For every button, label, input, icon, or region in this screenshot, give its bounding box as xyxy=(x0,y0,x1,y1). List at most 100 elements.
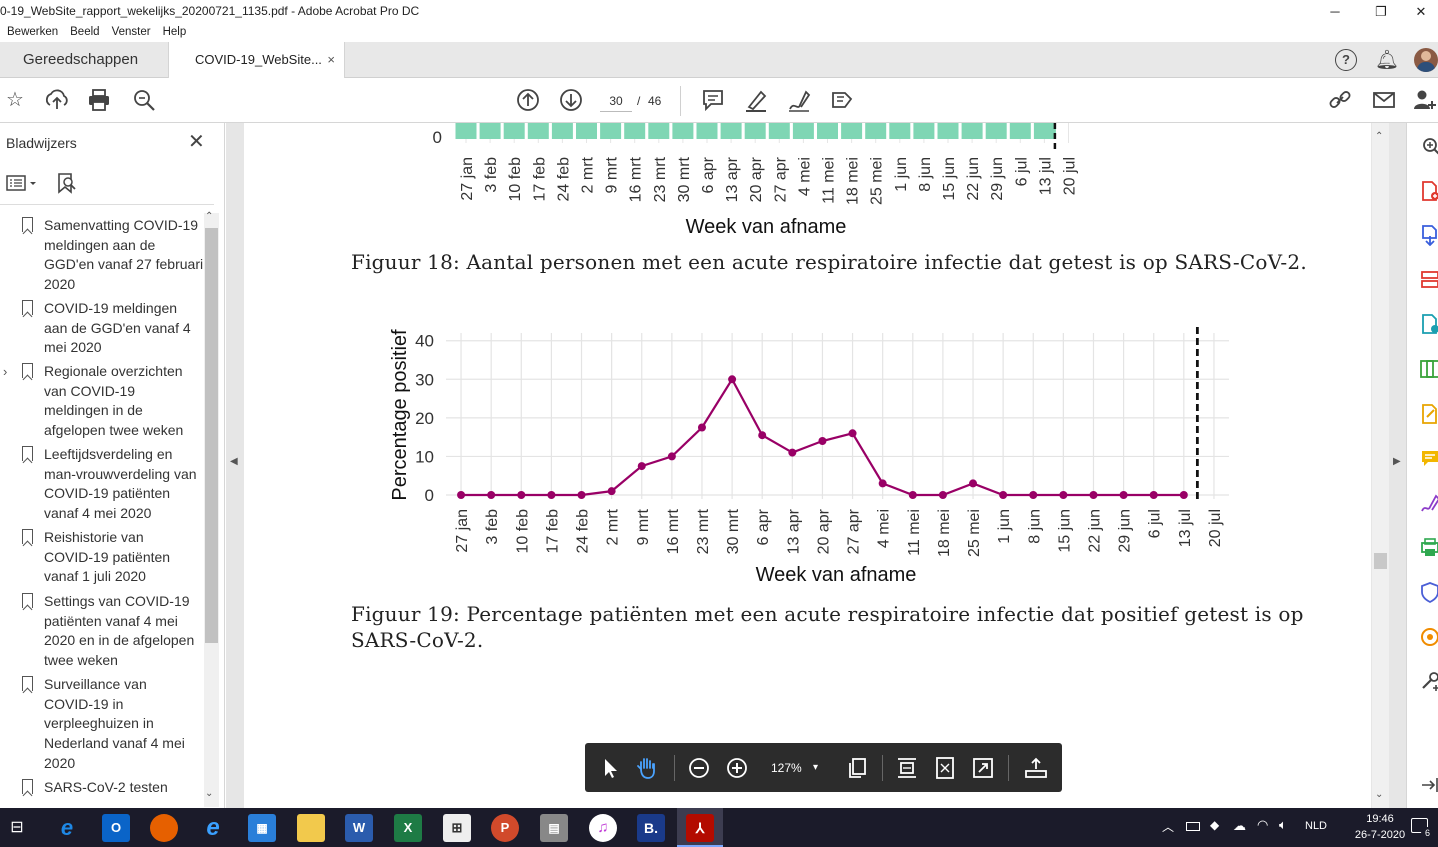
document-scroll-thumb[interactable] xyxy=(1374,553,1387,569)
expand-right-icon[interactable]: ▶ xyxy=(1393,456,1401,467)
calendar-icon[interactable]: ▦ xyxy=(248,814,276,842)
combine-files-icon[interactable] xyxy=(1419,358,1438,380)
page-number-input[interactable]: 30 xyxy=(600,90,632,112)
sign-icon[interactable] xyxy=(786,87,812,113)
word-icon[interactable]: W xyxy=(345,814,373,842)
avatar[interactable] xyxy=(1414,48,1438,72)
more-tools-icon[interactable] xyxy=(1419,670,1438,692)
expand-chevron-icon[interactable]: › xyxy=(3,364,8,379)
clock[interactable]: 19:46 26-7-2020 xyxy=(1350,811,1410,843)
onedrive-icon[interactable]: ☁ xyxy=(1233,818,1246,833)
fill-sign-icon[interactable] xyxy=(1419,403,1438,425)
bell-icon[interactable]: 🔔︎ xyxy=(1375,50,1400,71)
print-icon[interactable] xyxy=(86,87,112,113)
itunes-icon[interactable]: ♫ xyxy=(589,814,617,842)
edit-pdf-icon[interactable] xyxy=(1419,313,1438,335)
tray-chevron-icon[interactable]: ︿ xyxy=(1162,820,1175,834)
sign-pane-icon[interactable] xyxy=(1419,492,1438,514)
document-scrollbar[interactable]: ⌃ ⌄ xyxy=(1372,123,1389,808)
print-production-icon[interactable] xyxy=(1419,536,1438,558)
upload-icon[interactable] xyxy=(44,87,70,113)
collapse-left-icon[interactable]: ◀ xyxy=(230,456,238,467)
find-bookmark-icon[interactable] xyxy=(56,172,78,199)
link-icon[interactable] xyxy=(1327,87,1353,113)
toolbar-divider xyxy=(680,86,681,116)
menu-bewerken[interactable]: Bewerken xyxy=(7,26,59,38)
tab-document[interactable]: COVID-19_WebSite... × xyxy=(168,42,345,78)
excel-icon[interactable]: X xyxy=(394,814,422,842)
edge-icon[interactable]: e xyxy=(60,815,74,840)
calculator-icon[interactable]: ▤ xyxy=(540,814,568,842)
data-point xyxy=(457,491,466,499)
dropbox-icon[interactable]: ◆ xyxy=(1210,818,1220,832)
b-app-icon[interactable]: B. xyxy=(637,814,665,842)
store-icon[interactable]: ⊞ xyxy=(443,814,471,842)
battery-icon[interactable] xyxy=(1186,822,1200,831)
help-icon[interactable]: ? xyxy=(1335,49,1357,71)
menu-beeld[interactable]: Beeld xyxy=(70,26,100,38)
select-cursor-icon[interactable] xyxy=(597,755,623,781)
tab-close-icon[interactable]: × xyxy=(327,52,335,67)
mail-icon[interactable] xyxy=(1371,87,1397,113)
fullscreen-icon[interactable] xyxy=(970,755,996,781)
share-icon[interactable] xyxy=(829,87,855,113)
zoom-icon[interactable] xyxy=(131,87,157,113)
outlook-icon[interactable]: O xyxy=(102,814,130,842)
options-menu-icon[interactable] xyxy=(6,173,40,198)
zoom-in-icon[interactable] xyxy=(724,755,750,781)
wifi-icon[interactable]: ◠ xyxy=(1257,817,1269,832)
bar xyxy=(648,123,670,139)
tab-tools[interactable]: Gereedschappen xyxy=(23,51,139,68)
page-view-icon[interactable] xyxy=(844,755,870,781)
highlight-icon[interactable] xyxy=(743,87,769,113)
protect-icon[interactable] xyxy=(1419,581,1438,604)
create-pdf-icon[interactable] xyxy=(1419,180,1438,202)
bookmarks-scroll-thumb[interactable] xyxy=(205,228,218,643)
restore-button[interactable]: ❐ xyxy=(1375,4,1387,19)
close-window-button[interactable]: ✕ xyxy=(1415,4,1427,19)
minimize-button[interactable]: ─ xyxy=(1330,4,1340,19)
hand-tool-icon[interactable] xyxy=(634,755,660,781)
comment-icon[interactable] xyxy=(700,87,726,113)
notification-icon[interactable] xyxy=(1411,818,1428,833)
menu-help[interactable]: Help xyxy=(162,26,187,38)
close-panel-icon[interactable]: ✕ xyxy=(188,131,205,153)
x-tick-label: 13 jul xyxy=(1037,157,1054,195)
firefox-icon[interactable] xyxy=(150,814,178,842)
data-point xyxy=(1059,491,1068,499)
bookmark-item[interactable]: SARS-CoV-2 testen xyxy=(0,778,204,805)
menu-venster[interactable]: Venster xyxy=(111,26,151,38)
scroll-up-icon[interactable]: ⌃ xyxy=(1375,131,1384,142)
acrobat-taskbar-button[interactable]: ⅄ xyxy=(677,808,723,847)
scroll-down-icon[interactable]: ⌄ xyxy=(1375,789,1384,800)
language-indicator[interactable]: NLD xyxy=(1305,820,1328,832)
page-up-icon[interactable] xyxy=(515,87,541,113)
zoom-dropdown-icon[interactable]: ▾ xyxy=(813,762,819,773)
add-user-icon[interactable] xyxy=(1412,87,1438,113)
optimize-icon[interactable] xyxy=(1419,626,1438,648)
powerpoint-icon[interactable]: P xyxy=(491,814,519,842)
comment-pane-icon[interactable] xyxy=(1419,447,1438,469)
task-view-icon[interactable]: ⊟ xyxy=(10,819,24,836)
x-tick-label: 9 mrt xyxy=(635,508,652,545)
star-icon[interactable]: ☆ xyxy=(6,89,24,111)
zoom-level[interactable]: 127% xyxy=(771,761,802,775)
read-mode-icon[interactable] xyxy=(1023,755,1049,781)
organize-pages-icon[interactable] xyxy=(1419,269,1438,291)
file-explorer-icon[interactable] xyxy=(297,814,325,842)
tab-document-label: COVID-19_WebSite... xyxy=(195,52,322,67)
search-pane-icon[interactable] xyxy=(1419,135,1438,157)
data-point xyxy=(697,423,706,432)
volume-icon[interactable]: 🔈︎ xyxy=(1279,817,1287,832)
scroll-up-icon[interactable]: ⌃ xyxy=(205,211,214,222)
x-tick-label: 13 jul xyxy=(1177,509,1194,547)
page-down-icon[interactable] xyxy=(558,87,584,113)
fit-width-icon[interactable] xyxy=(894,755,920,781)
x-tick-label: 6 apr xyxy=(755,508,772,545)
export-pdf-icon[interactable] xyxy=(1419,224,1438,247)
fit-page-icon[interactable] xyxy=(932,755,958,781)
collapse-pane-icon[interactable] xyxy=(1419,774,1438,796)
scroll-down-icon[interactable]: ⌄ xyxy=(205,788,214,799)
zoom-out-icon[interactable] xyxy=(686,755,712,781)
internet-explorer-icon[interactable]: e xyxy=(206,814,220,841)
